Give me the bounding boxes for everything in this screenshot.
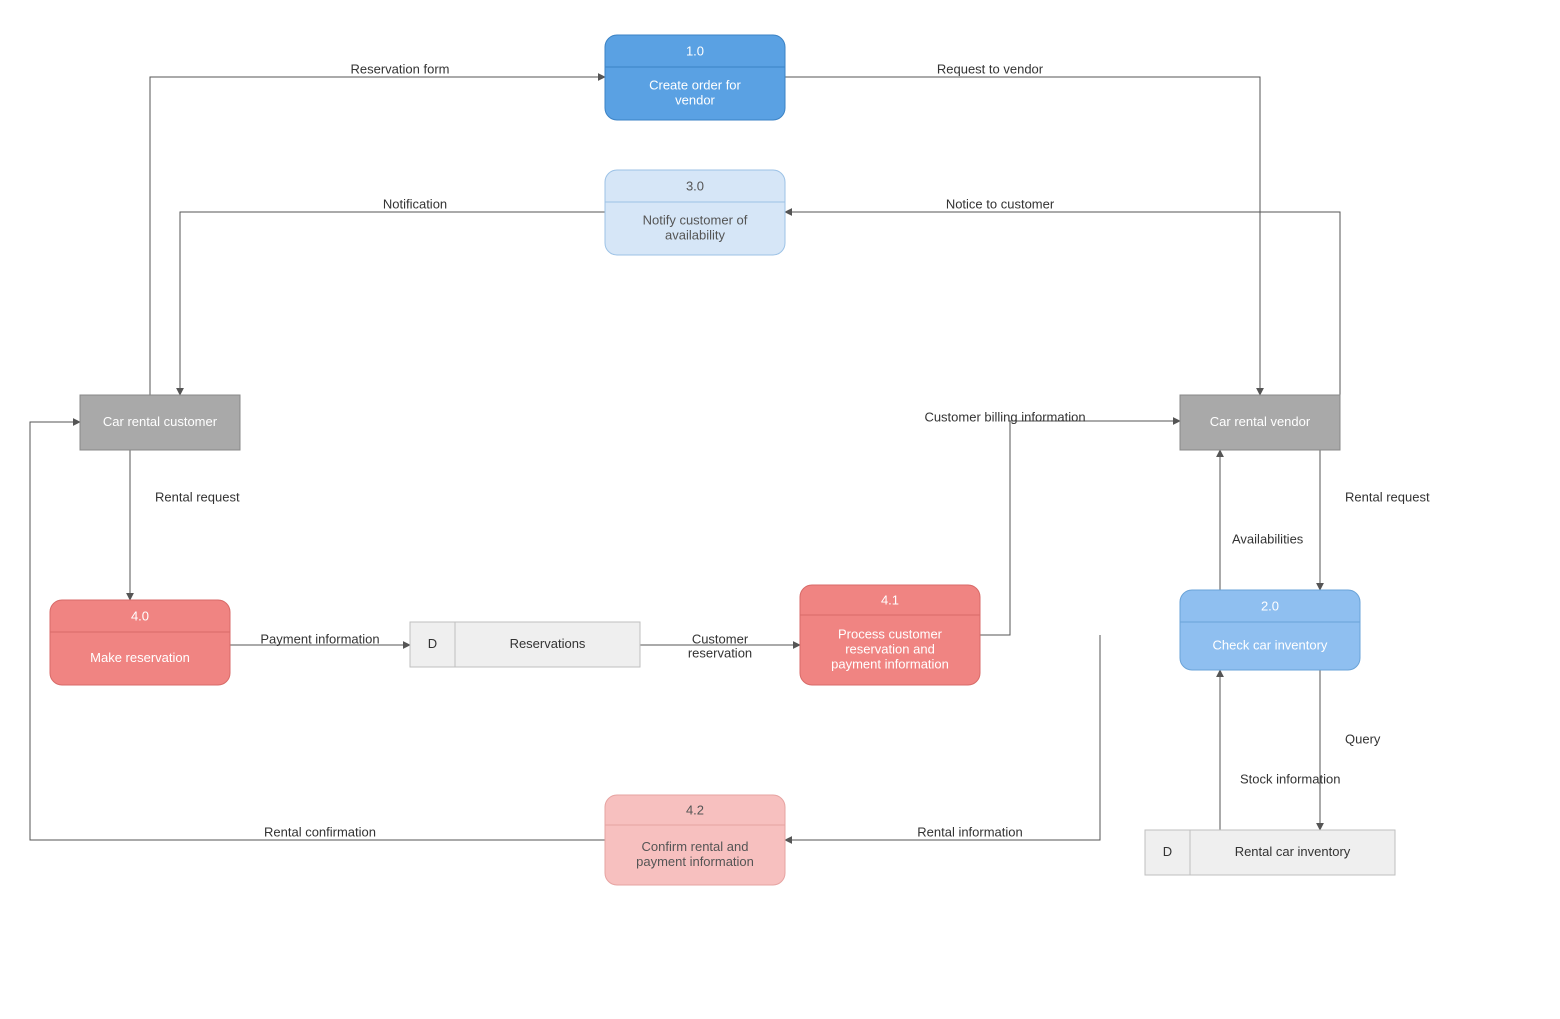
edge-label-7: Customer billing information: [924, 409, 1085, 424]
node-num-n40: 4.0: [131, 608, 149, 623]
edge-7: [980, 421, 1180, 635]
node-letter-dsInventory: D: [1163, 844, 1172, 859]
edge-label-0: Reservation form: [351, 61, 450, 76]
edge-label-9: Rental confirmation: [264, 824, 376, 839]
node-num-n41: 4.1: [881, 592, 899, 607]
node-label-n3: availability: [665, 227, 725, 242]
edge-label-4: Rental request: [155, 489, 240, 504]
edge-label-1: Request to vendor: [937, 61, 1044, 76]
node-label-n41: Process customer: [838, 626, 943, 641]
node-label-n1: vendor: [675, 92, 715, 107]
node-label-n1: Create order for: [649, 77, 741, 92]
node-label-n40: Make reservation: [90, 650, 190, 665]
node-label-n3: Notify customer of: [643, 212, 748, 227]
node-label-n41: payment information: [831, 656, 949, 671]
edge-label-8: Rental information: [917, 824, 1023, 839]
edge-label-3: Notification: [383, 196, 447, 211]
edge-label-6: Customer: [692, 631, 749, 646]
node-letter-dsReservations: D: [428, 636, 437, 651]
edge-label-5: Payment information: [260, 631, 379, 646]
node-num-n2: 2.0: [1261, 598, 1279, 613]
node-num-n1: 1.0: [686, 43, 704, 58]
node-num-n42: 4.2: [686, 802, 704, 817]
edge-label-2: Notice to customer: [946, 196, 1055, 211]
edge-0: [150, 77, 605, 395]
edge-label-12: Query: [1345, 731, 1381, 746]
edge-label-11: Availabilities: [1232, 531, 1304, 546]
node-label-customer: Car rental customer: [103, 414, 218, 429]
node-label-n42: Confirm rental and: [642, 839, 749, 854]
node-label-n2: Check car inventory: [1213, 637, 1328, 652]
node-label-dsInventory: Rental car inventory: [1235, 844, 1351, 859]
edge-3: [180, 212, 605, 395]
edge-label-6: reservation: [688, 645, 752, 660]
diagram-canvas: Reservation form Request to vendor Notice …: [0, 0, 1560, 1019]
node-label-n41: reservation and: [845, 641, 935, 656]
edge-1: [785, 77, 1260, 395]
edge-label-13: Stock information: [1240, 771, 1340, 786]
node-num-n3: 3.0: [686, 178, 704, 193]
edge-2: [785, 212, 1340, 395]
node-label-vendor: Car rental vendor: [1210, 414, 1311, 429]
edge-label-10: Rental request: [1345, 489, 1430, 504]
node-label-dsReservations: Reservations: [510, 636, 586, 651]
node-label-n42: payment information: [636, 854, 754, 869]
